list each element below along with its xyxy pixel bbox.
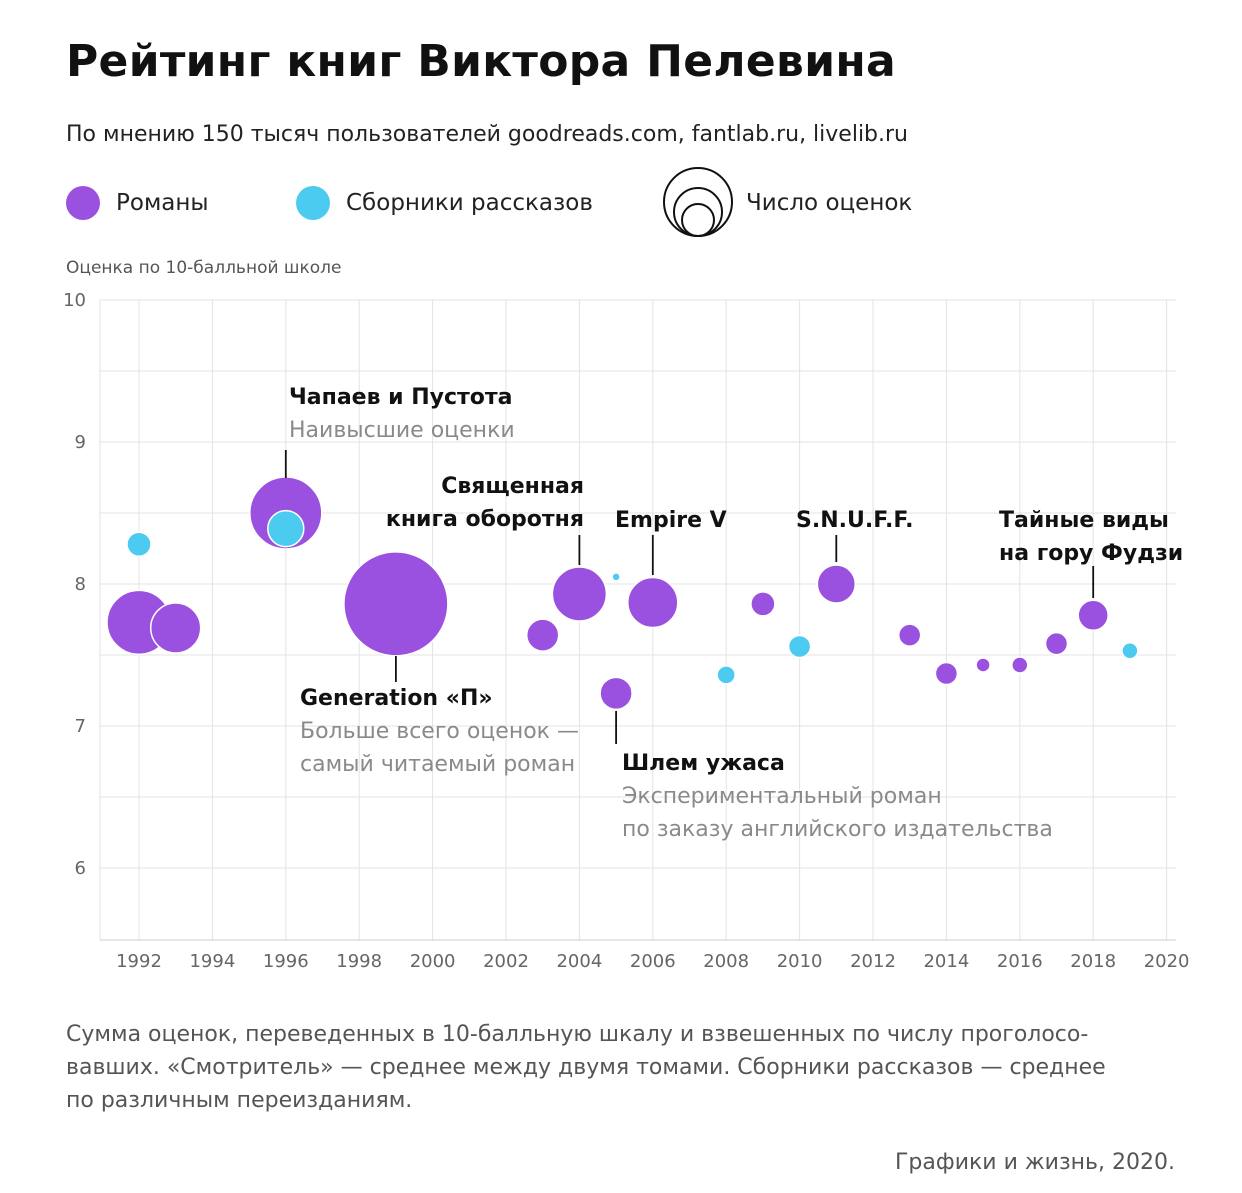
novel-bubble [599,676,633,711]
x-tick-label: 2000 [410,951,456,972]
size-legend-icon [663,167,733,237]
legend-novels-label: Романы [116,190,209,216]
x-tick-label: 1994 [189,951,235,972]
x-tick-label: 2014 [923,951,969,972]
story-bubble [787,634,812,659]
legend-size-label: Число оценок [746,190,913,216]
y-tick-label: 9 [75,432,86,453]
annotation-title: S.N.U.F.F. [796,508,914,533]
annotation-note: Больше всего оценок — [300,719,579,744]
novel-bubble [1044,631,1069,656]
annotation-note: по заказу английского издательства [622,817,1053,842]
annotation-title: Шлем ужаса [622,751,785,776]
y-axis-label: Оценка по 10-балльной школе [66,258,342,278]
annotation-title: Generation «П» [300,686,493,711]
x-tick-label: 2018 [1070,951,1116,972]
novel-bubble [1077,599,1109,631]
annotation-note: Наивысшие оценки [289,418,515,443]
y-tick-label: 8 [75,574,86,595]
novel-bubble [934,661,959,686]
novel-bubble [975,657,991,673]
x-tick-label: 2008 [703,951,749,972]
x-tick-label: 2020 [1144,951,1190,972]
novel-bubble [627,576,679,629]
footnote-line: Сумма оценок, переведенных в 10-балльную… [66,1022,1089,1047]
novel-bubble [750,591,776,617]
chart-subtitle: По мнению 150 тысяч пользователей goodre… [66,122,909,147]
story-bubble [716,665,736,685]
x-tick-label: 2012 [850,951,896,972]
footnote-line: вавших. «Смотритель» — среднее между дву… [66,1055,1106,1080]
annotation-note: Экспериментальный роман [622,784,942,809]
x-tick-label: 1992 [116,951,162,972]
credit: Графики и жизнь, 2020. [895,1150,1175,1175]
y-tick-label: 6 [75,858,86,879]
novel-bubble [816,564,857,604]
footnote: Сумма оценок, переведенных в 10-балльную… [66,1018,1166,1117]
y-tick-label: 7 [75,716,86,737]
annotation-title: книга оборотня [386,507,584,532]
annotation-title: Empire V [615,508,727,533]
legend-novels: Романы [66,186,209,220]
annotation-title: Чапаев и Пустота [289,385,513,410]
novel-bubble [525,618,560,652]
novel-bubble [1011,656,1029,674]
story-bubble [126,531,152,557]
story-bubble [1121,641,1139,660]
footnote-line: по различным переизданиям. [66,1088,413,1113]
x-tick-label: 2016 [997,951,1043,972]
y-tick-label: 10 [63,290,86,311]
story-dot-icon [296,186,330,220]
novel-bubble [149,602,202,654]
annotation-title: на гору Фудзи [999,541,1183,566]
x-tick-label: 2010 [777,951,823,972]
annotation-note: самый читаемый роман [300,752,575,777]
novel-bubble [897,623,922,647]
x-tick-label: 1998 [336,951,382,972]
novel-bubble [551,566,608,622]
annotation-title: Священная [441,474,584,499]
legend-stories-label: Сборники рассказов [346,190,593,216]
x-tick-label: 2004 [556,951,602,972]
novel-bubble [343,551,449,657]
x-tick-label: 2002 [483,951,529,972]
story-bubble [611,572,621,582]
annotation-title: Тайные виды [999,508,1169,533]
story-bubble [267,509,305,548]
x-tick-label: 1996 [263,951,309,972]
legend-stories: Сборники рассказов [296,186,593,220]
chart-title: Рейтинг книг Виктора Пелевина [66,36,897,87]
x-tick-label: 2006 [630,951,676,972]
novel-dot-icon [66,186,100,220]
